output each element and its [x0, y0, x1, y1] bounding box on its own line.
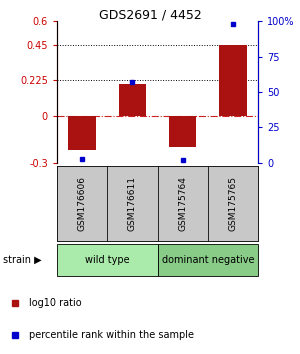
- Bar: [57, 166, 107, 241]
- Text: GSM175765: GSM175765: [228, 176, 237, 231]
- Bar: [68, 116, 96, 150]
- Bar: [208, 166, 258, 241]
- Bar: [219, 45, 247, 116]
- Bar: [107, 166, 158, 241]
- Text: dominant negative: dominant negative: [161, 255, 254, 265]
- Text: GSM176606: GSM176606: [78, 176, 87, 231]
- Text: log10 ratio: log10 ratio: [29, 298, 82, 308]
- Text: GSM175764: GSM175764: [178, 176, 187, 231]
- Bar: [57, 244, 158, 276]
- Bar: [118, 84, 146, 116]
- Text: GDS2691 / 4452: GDS2691 / 4452: [99, 9, 201, 22]
- Bar: [169, 116, 196, 147]
- Bar: [158, 244, 258, 276]
- Bar: [158, 166, 208, 241]
- Text: GSM176611: GSM176611: [128, 176, 137, 231]
- Text: percentile rank within the sample: percentile rank within the sample: [29, 330, 194, 339]
- Text: strain ▶: strain ▶: [3, 255, 42, 265]
- Text: wild type: wild type: [85, 255, 130, 265]
